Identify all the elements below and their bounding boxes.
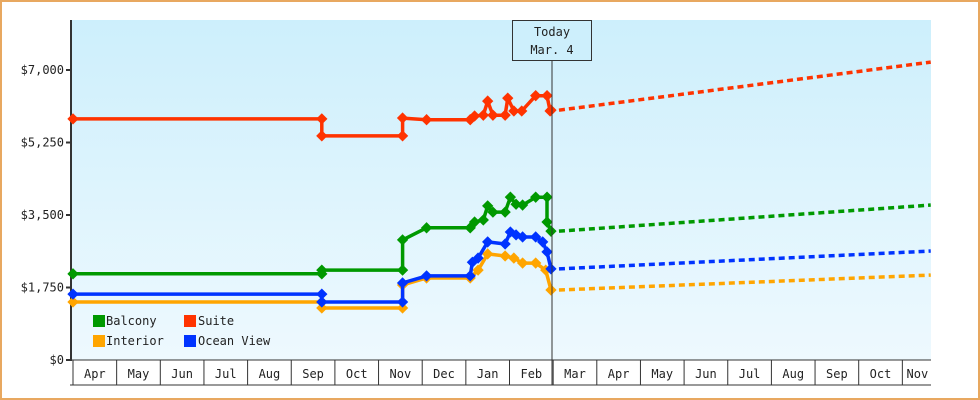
legend-item-interior[interactable]: Interior — [93, 334, 164, 348]
series-interior — [67, 248, 931, 314]
series-layer — [67, 60, 931, 314]
forecast-line — [558, 60, 931, 112]
data-point[interactable] — [464, 270, 476, 282]
legend-label-balcony: Balcony — [106, 314, 157, 328]
forecast-line — [558, 203, 931, 233]
x-tick-label: Jun — [171, 367, 193, 381]
x-tick-label: Sep — [302, 367, 324, 381]
y-axis: $0 $1,750 $3,500 $5,250 $7,000 — [21, 20, 72, 367]
y-tick-label: $0 — [50, 353, 64, 367]
data-point[interactable] — [545, 263, 557, 275]
x-tick-label: Mar — [564, 367, 586, 381]
legend-label-suite: Suite — [198, 314, 234, 328]
data-point[interactable] — [510, 198, 522, 210]
data-point[interactable] — [316, 296, 328, 308]
legend-label-interior: Interior — [106, 334, 164, 348]
data-point[interactable] — [477, 214, 489, 226]
data-point[interactable] — [396, 277, 409, 289]
data-point[interactable] — [545, 225, 557, 237]
data-point[interactable] — [516, 199, 529, 211]
data-point[interactable] — [316, 302, 328, 314]
data-point[interactable] — [541, 246, 553, 258]
x-tick-label: Nov — [390, 367, 412, 381]
x-tick-label: Oct — [346, 367, 368, 381]
data-point[interactable] — [499, 238, 511, 250]
today-date: Mar. 4 — [530, 43, 573, 57]
today-label: Today — [534, 25, 570, 39]
data-point[interactable] — [541, 191, 553, 203]
data-point[interactable] — [499, 206, 511, 218]
data-point[interactable] — [530, 231, 542, 243]
x-tick-label: Dec — [433, 367, 455, 381]
x-tick-label: Aug — [259, 367, 281, 381]
legend-item-ocean-view[interactable]: Ocean View — [184, 334, 271, 348]
data-point[interactable] — [516, 231, 529, 243]
data-point[interactable] — [482, 248, 494, 260]
data-point[interactable] — [545, 284, 557, 296]
legend-item-suite[interactable]: Suite — [184, 314, 234, 328]
x-tick-label: Feb — [520, 367, 542, 381]
x-tick-label: Jan — [477, 367, 499, 381]
x-tick-label: Nov — [907, 367, 929, 381]
data-point[interactable] — [541, 216, 553, 228]
data-point[interactable] — [396, 302, 409, 314]
balcony-swatch-icon — [93, 315, 105, 327]
forecast-line — [558, 249, 931, 271]
data-point[interactable] — [396, 234, 409, 246]
data-point[interactable] — [316, 288, 328, 300]
interior-swatch-icon — [93, 335, 105, 347]
x-tick-label: May — [651, 367, 673, 381]
x-axis: Apr May Jun Jul Aug Sep Oct Nov Dec Jan Feb Mar Apr M… — [70, 359, 931, 386]
forecast-line — [558, 273, 931, 292]
data-point[interactable] — [420, 222, 433, 234]
x-tick-label: Apr — [608, 367, 630, 381]
x-tick-label: May — [128, 367, 150, 381]
series-balcony — [67, 191, 931, 280]
x-tick-label: Aug — [782, 367, 804, 381]
y-tick-label: $5,250 — [21, 136, 64, 150]
plot-area — [71, 20, 931, 360]
x-tick-label: Jun — [695, 367, 717, 381]
data-point[interactable] — [396, 296, 409, 308]
y-tick-label: $1,750 — [21, 281, 64, 295]
data-point[interactable] — [504, 191, 517, 203]
today-label-box — [512, 20, 592, 61]
legend-label-ocean-view: Ocean View — [198, 334, 271, 348]
x-tick-label: Apr — [84, 367, 106, 381]
ocean-view-swatch-icon — [184, 335, 196, 347]
suite-swatch-icon — [184, 315, 196, 327]
data-point[interactable] — [420, 270, 433, 282]
x-tick-label: Jul — [215, 367, 237, 381]
data-point[interactable] — [487, 206, 499, 218]
x-tick-label: Jul — [739, 367, 761, 381]
series-ocean-view — [67, 226, 931, 308]
data-point[interactable] — [537, 236, 549, 248]
data-point[interactable] — [482, 236, 494, 248]
data-point[interactable] — [468, 216, 481, 228]
x-tick-label: Oct — [870, 367, 892, 381]
data-point[interactable] — [482, 200, 494, 212]
x-tick-label: Sep — [826, 367, 848, 381]
data-point[interactable] — [530, 257, 542, 269]
data-point[interactable] — [516, 257, 529, 269]
data-point[interactable] — [316, 130, 328, 142]
legend-item-balcony[interactable]: Balcony — [93, 314, 157, 328]
legend: Balcony Suite Interior Ocean View — [93, 314, 271, 348]
data-point[interactable] — [396, 264, 409, 276]
data-point[interactable] — [316, 264, 328, 276]
y-tick-label: $7,000 — [21, 63, 64, 77]
y-tick-label: $3,500 — [21, 208, 64, 222]
today-marker: Today Mar. 4 — [512, 20, 592, 385]
data-point[interactable] — [396, 130, 409, 142]
data-point[interactable] — [472, 264, 484, 276]
data-point[interactable] — [530, 191, 542, 203]
data-point[interactable] — [499, 250, 511, 262]
